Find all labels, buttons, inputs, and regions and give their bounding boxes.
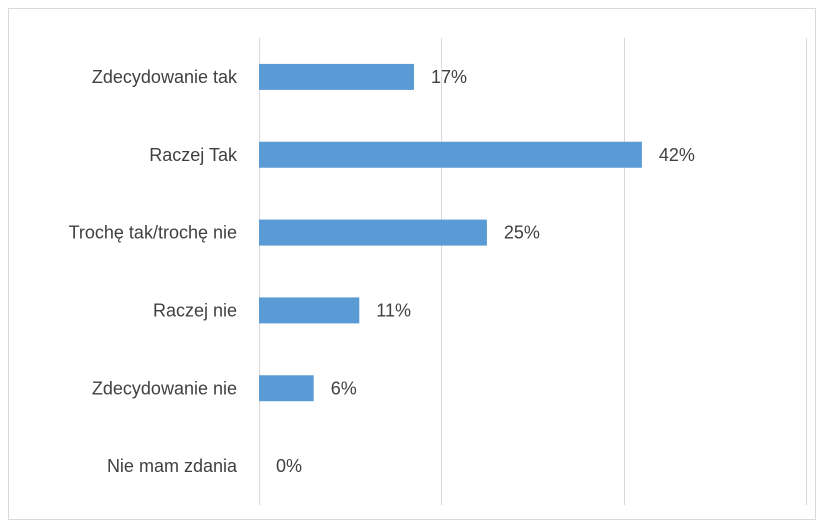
value-label-2: 25% [504, 223, 540, 243]
value-label-4: 6% [331, 378, 357, 398]
value-labels: 17% 42% 25% 11% 6% 0% [276, 67, 695, 476]
bar-0 [259, 63, 414, 90]
bar-4 [259, 375, 314, 402]
category-label-5: Nie mam zdania [107, 456, 238, 476]
value-label-1: 42% [659, 145, 695, 165]
bars [259, 63, 642, 402]
gridlines [259, 38, 807, 505]
value-label-3: 11% [376, 300, 411, 320]
category-labels: Zdecydowanie tak Raczej Tak Trochę tak/tro… [69, 67, 238, 476]
chart-area [8, 8, 816, 520]
bar-1 [259, 141, 642, 168]
category-label-1: Raczej Tak [149, 145, 238, 165]
category-label-4: Zdecydowanie nie [92, 378, 237, 398]
value-label-0: 17% [431, 67, 467, 87]
category-label-3: Raczej nie [153, 300, 237, 320]
bar-3 [259, 297, 360, 324]
category-label-2: Trochę tak/trochę nie [69, 223, 237, 243]
category-label-0: Zdecydowanie tak [92, 67, 238, 87]
bar-2 [259, 219, 487, 246]
value-label-5: 0% [276, 456, 302, 476]
